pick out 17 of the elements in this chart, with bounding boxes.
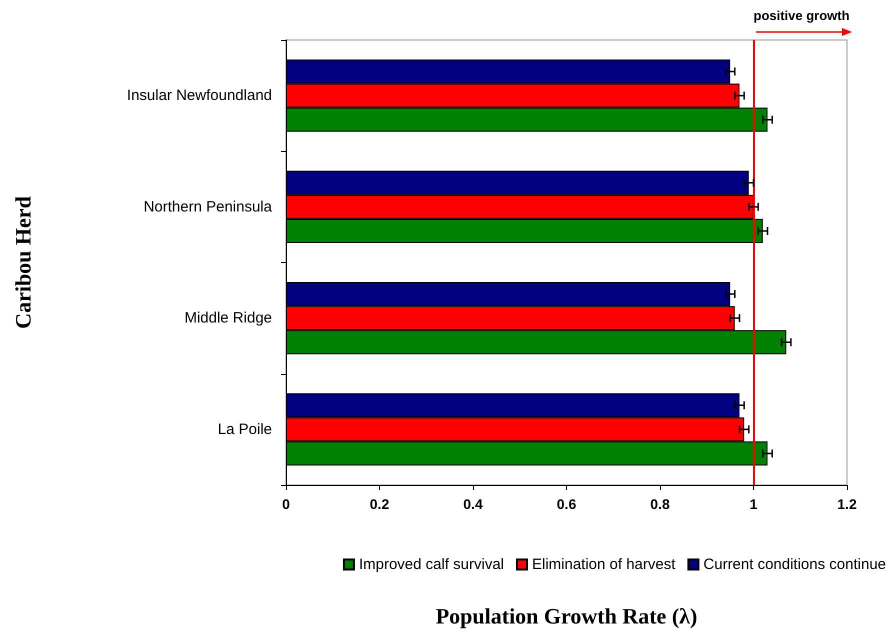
legend-label: Current conditions continue [703, 556, 886, 573]
x-tick-label: 0.4 [463, 496, 483, 512]
x-tick-label: 0 [282, 496, 290, 512]
legend-label: Improved calf survival [358, 556, 504, 573]
x-tick-label: 0.2 [370, 496, 390, 512]
y-axis-title: Caribou Herd [10, 196, 36, 329]
x-tick-label: 0.6 [556, 496, 576, 512]
x-tick-label: 1 [750, 496, 758, 512]
legend-label: Elimination of harvest [532, 556, 676, 573]
x-tick-label: 0.8 [650, 496, 670, 512]
y-tick-label: La Poile [218, 420, 272, 438]
x-tick-label: 1.2 [837, 496, 857, 512]
x-axis-title: Population Growth Rate (λ) [436, 604, 698, 628]
y-tick-label: Middle Ridge [184, 310, 272, 327]
y-tick-label: Northern Peninsula [144, 198, 273, 216]
y-tick-label: Insular Newfoundland [126, 87, 272, 104]
ref-line-label: positive growth [754, 8, 850, 23]
